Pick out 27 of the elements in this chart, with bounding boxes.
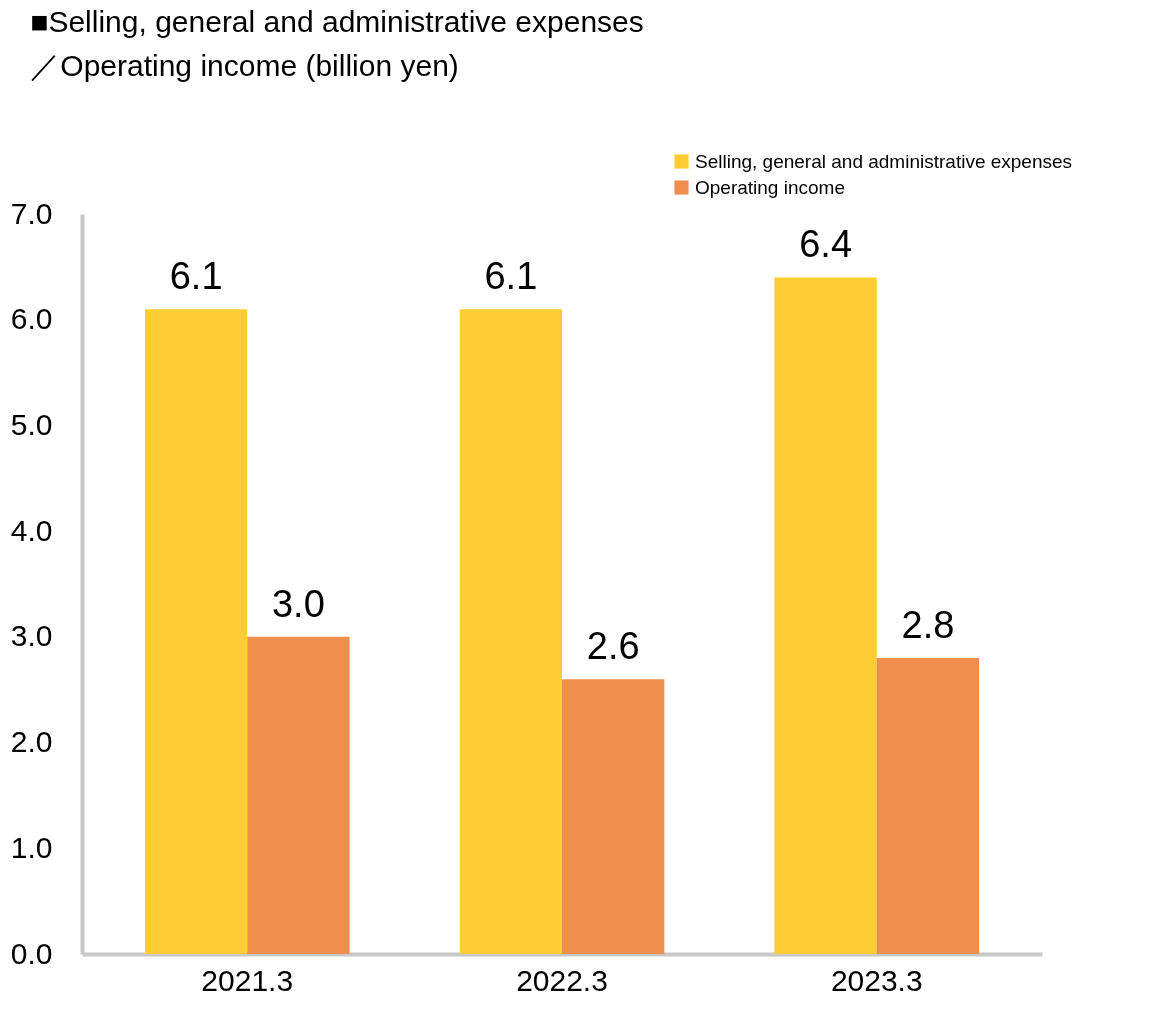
chart-title: ■Selling, general and administrative expenses bbox=[30, 5, 644, 38]
y-tick-label: 6.0 bbox=[10, 302, 53, 336]
bar bbox=[247, 636, 350, 954]
bar bbox=[144, 309, 248, 954]
y-tick-label: 3.0 bbox=[10, 619, 53, 653]
x-tick-label: 2023.3 bbox=[830, 963, 923, 997]
chart-subtitle: ／Operating income (billion yen) bbox=[30, 49, 459, 82]
y-tick-label: 2.0 bbox=[10, 725, 53, 759]
x-tick-label: 2021.3 bbox=[201, 963, 294, 997]
data-label: 6.4 bbox=[799, 223, 853, 266]
x-tick-label: 2022.3 bbox=[516, 963, 608, 997]
bar bbox=[459, 309, 562, 954]
bar bbox=[562, 679, 665, 954]
data-label: 2.8 bbox=[901, 604, 955, 646]
y-tick-label: 4.0 bbox=[10, 513, 53, 547]
y-tick-label: 0.0 bbox=[10, 936, 53, 970]
legend-label: Selling, general and administrative expenses bbox=[695, 150, 1073, 172]
bar bbox=[774, 277, 877, 954]
y-tick-label: 7.0 bbox=[10, 196, 53, 230]
data-label: 6.1 bbox=[169, 255, 223, 298]
y-tick-label: 1.0 bbox=[10, 830, 53, 864]
y-tick-label: 5.0 bbox=[10, 407, 53, 441]
data-label: 6.1 bbox=[484, 255, 538, 298]
bar bbox=[876, 658, 980, 954]
legend-label: Operating income bbox=[695, 176, 845, 198]
data-label: 2.6 bbox=[586, 625, 640, 668]
data-label: 3.0 bbox=[271, 582, 325, 625]
